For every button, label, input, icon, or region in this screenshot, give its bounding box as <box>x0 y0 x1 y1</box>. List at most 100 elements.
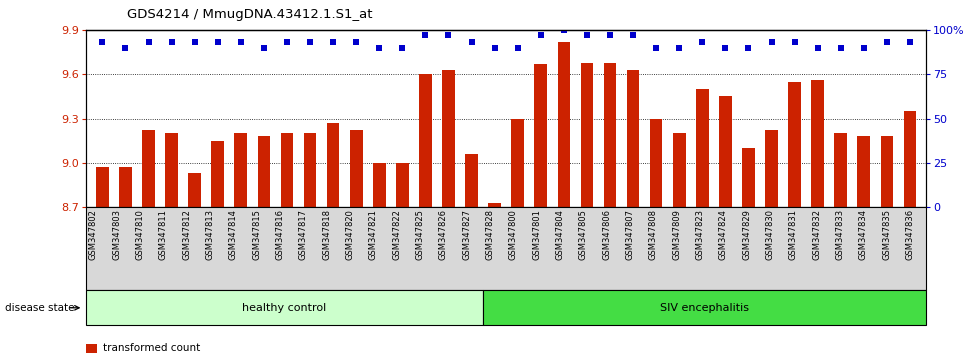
Point <box>763 40 779 45</box>
Text: disease state: disease state <box>5 303 74 313</box>
Bar <box>742 148 755 207</box>
Bar <box>212 141 224 207</box>
Point <box>325 40 341 45</box>
Point <box>856 45 871 51</box>
Text: GSM347829: GSM347829 <box>742 209 751 260</box>
Text: GSM347817: GSM347817 <box>299 209 308 260</box>
Text: GSM347831: GSM347831 <box>789 209 798 260</box>
Bar <box>673 133 686 207</box>
Point <box>141 40 157 45</box>
Point <box>94 40 110 45</box>
Point <box>187 40 203 45</box>
Bar <box>304 133 317 207</box>
Bar <box>350 130 363 207</box>
Bar <box>396 163 409 207</box>
Text: GSM347803: GSM347803 <box>113 209 122 260</box>
Point <box>395 45 411 51</box>
Text: GSM347816: GSM347816 <box>275 209 284 260</box>
Bar <box>580 63 593 207</box>
Text: GSM347823: GSM347823 <box>696 209 705 260</box>
Text: GSM347833: GSM347833 <box>835 209 845 260</box>
Text: GSM347805: GSM347805 <box>579 209 588 260</box>
Point <box>210 40 225 45</box>
Text: GSM347801: GSM347801 <box>532 209 541 260</box>
Bar <box>512 119 524 207</box>
Bar <box>811 80 824 207</box>
Point <box>695 40 710 45</box>
Bar <box>326 123 339 207</box>
Bar <box>904 111 916 207</box>
Bar <box>234 133 247 207</box>
Text: GSM347815: GSM347815 <box>252 209 262 260</box>
Text: GSM347834: GSM347834 <box>858 209 867 260</box>
Bar <box>534 64 547 207</box>
Point <box>464 40 479 45</box>
Text: GSM347825: GSM347825 <box>416 209 424 260</box>
Bar <box>442 70 455 207</box>
Bar <box>696 89 709 207</box>
Bar <box>120 167 131 207</box>
Text: GSM347811: GSM347811 <box>159 209 168 260</box>
Point <box>903 40 918 45</box>
Point <box>510 45 525 51</box>
Bar <box>834 133 847 207</box>
Point <box>118 45 133 51</box>
Text: SIV encephalitis: SIV encephalitis <box>660 303 749 313</box>
Bar <box>188 173 201 207</box>
Text: GDS4214 / MmugDNA.43412.1.S1_at: GDS4214 / MmugDNA.43412.1.S1_at <box>127 8 373 21</box>
Bar <box>166 133 178 207</box>
Point <box>302 40 318 45</box>
Point <box>164 40 179 45</box>
Point <box>441 33 457 38</box>
Point <box>625 33 641 38</box>
Point <box>671 45 687 51</box>
Point <box>833 45 849 51</box>
Bar <box>258 136 270 207</box>
Point <box>717 45 733 51</box>
Text: GSM347824: GSM347824 <box>718 209 728 260</box>
Bar <box>627 70 639 207</box>
Text: GSM347804: GSM347804 <box>556 209 564 260</box>
Text: GSM347818: GSM347818 <box>322 209 331 260</box>
Point <box>556 27 571 33</box>
Bar <box>558 42 570 207</box>
Point <box>371 45 387 51</box>
Bar <box>765 130 778 207</box>
Text: GSM347807: GSM347807 <box>625 209 634 260</box>
Text: GSM347800: GSM347800 <box>509 209 517 260</box>
Point <box>417 33 433 38</box>
Point <box>579 33 595 38</box>
Point <box>487 45 503 51</box>
Text: GSM347827: GSM347827 <box>463 209 471 260</box>
Point <box>233 40 249 45</box>
Text: GSM347832: GSM347832 <box>812 209 821 260</box>
Point <box>787 40 803 45</box>
Point <box>741 45 757 51</box>
Bar <box>650 119 662 207</box>
Bar <box>142 130 155 207</box>
Text: GSM347810: GSM347810 <box>135 209 145 260</box>
Text: GSM347813: GSM347813 <box>206 209 215 260</box>
Text: GSM347808: GSM347808 <box>649 209 658 260</box>
Text: GSM347802: GSM347802 <box>89 209 98 260</box>
Point <box>809 45 825 51</box>
Text: GSM347830: GSM347830 <box>765 209 774 260</box>
Text: GSM347828: GSM347828 <box>485 209 495 260</box>
Bar <box>419 74 432 207</box>
Bar <box>858 136 870 207</box>
Point <box>279 40 295 45</box>
Text: GSM347822: GSM347822 <box>392 209 401 260</box>
Text: GSM347809: GSM347809 <box>672 209 681 260</box>
Bar <box>280 133 293 207</box>
Text: GSM347821: GSM347821 <box>368 209 378 260</box>
Bar <box>788 82 801 207</box>
Text: GSM347820: GSM347820 <box>346 209 355 260</box>
Bar <box>719 97 732 207</box>
Point <box>256 45 271 51</box>
Bar <box>466 154 478 207</box>
Text: GSM347835: GSM347835 <box>882 209 891 260</box>
Bar <box>881 136 893 207</box>
Text: GSM347826: GSM347826 <box>439 209 448 260</box>
Bar <box>604 63 616 207</box>
Text: GSM347814: GSM347814 <box>229 209 238 260</box>
